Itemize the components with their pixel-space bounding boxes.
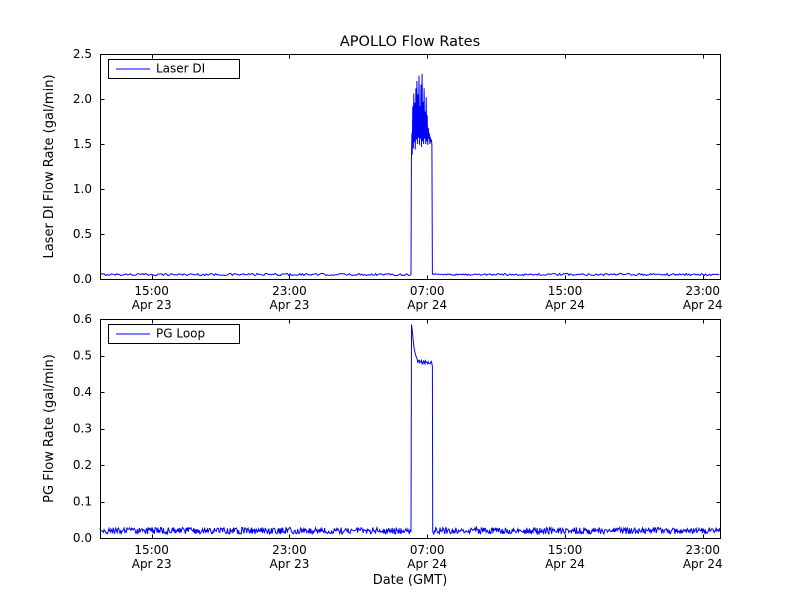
- y-tick-label: 0.0: [73, 531, 92, 545]
- y-axis-label: Laser DI Flow Rate (gal/min): [42, 74, 57, 258]
- x-tick-label-time: 23:00: [272, 543, 307, 557]
- x-tick-label-date: Apr 24: [545, 298, 585, 312]
- series-line-laser-di: [99, 73, 720, 277]
- x-tick-label-time: 15:00: [134, 284, 169, 298]
- x-tick-label-date: Apr 24: [545, 557, 585, 571]
- x-tick-label-time: 07:00: [410, 284, 445, 298]
- x-tick-label-date: Apr 23: [132, 557, 172, 571]
- y-tick-label: 0.5: [73, 349, 92, 363]
- legend-label: Laser DI: [156, 62, 205, 76]
- x-tick-label-time: 15:00: [548, 543, 583, 557]
- y-tick-label: 0.1: [73, 495, 92, 509]
- x-tick-label-date: Apr 24: [407, 298, 447, 312]
- axes-frame: [100, 319, 721, 539]
- x-tick-label-time: 23:00: [272, 284, 307, 298]
- y-tick-label: 1.5: [73, 137, 92, 151]
- y-tick-label: 1.0: [73, 182, 92, 196]
- y-tick-label: 0.5: [73, 227, 92, 241]
- legend: Laser DI: [108, 59, 240, 79]
- y-tick-label: 0.0: [73, 272, 92, 286]
- x-tick-label-date: Apr 23: [270, 298, 310, 312]
- y-tick-label: 0.6: [73, 312, 92, 326]
- x-tick-label-date: Apr 23: [270, 557, 310, 571]
- x-tick-label-time: 07:00: [410, 543, 445, 557]
- y-tick-label: 0.2: [73, 458, 92, 472]
- y-tick-label: 2.0: [73, 92, 92, 106]
- x-tick-label-time: 15:00: [134, 543, 169, 557]
- legend-label: PG Loop: [156, 327, 205, 341]
- x-tick-label-time: 23:00: [685, 543, 720, 557]
- x-tick-label-date: Apr 24: [683, 298, 723, 312]
- chart-title: APOLLO Flow Rates: [340, 34, 480, 50]
- x-axis-label: Date (GMT): [373, 573, 448, 588]
- y-tick-label: 2.5: [73, 47, 92, 61]
- legend-box: [108, 59, 240, 79]
- x-tick-label-date: Apr 24: [683, 557, 723, 571]
- axes-frame: [100, 54, 721, 280]
- x-tick-label-time: 15:00: [548, 284, 583, 298]
- y-tick-label: 0.3: [73, 422, 92, 436]
- legend: PG Loop: [108, 324, 240, 344]
- series-line-pg-loop: [99, 324, 721, 536]
- x-tick-label-time: 23:00: [685, 284, 720, 298]
- legend-box: [108, 324, 240, 344]
- y-tick-label: 0.4: [73, 385, 92, 399]
- x-tick-label-date: Apr 23: [132, 298, 172, 312]
- x-tick-label-date: Apr 24: [407, 557, 447, 571]
- y-axis-label: PG Flow Rate (gal/min): [42, 354, 57, 503]
